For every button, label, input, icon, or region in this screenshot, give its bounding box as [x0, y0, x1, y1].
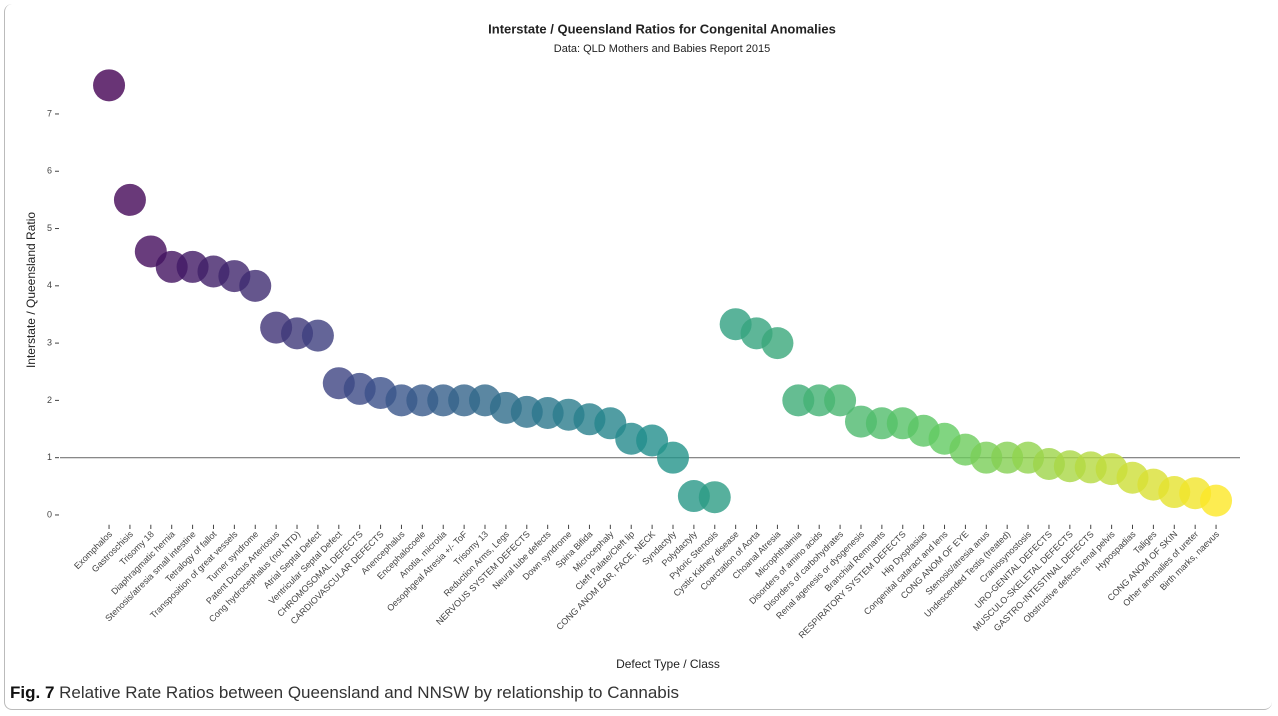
- caption-text: Relative Rate Ratios between Queensland …: [59, 683, 680, 702]
- y-tick-label: 1: [47, 452, 52, 462]
- point: [301, 319, 334, 352]
- point: [656, 441, 689, 474]
- chart-subtitle: Data: QLD Mothers and Babies Report 2015: [554, 43, 770, 55]
- y-tick-label: 7: [47, 108, 52, 118]
- y-axis-title: Interstate / Queensland Ratio: [24, 212, 38, 368]
- caption: Fig. 7 Relative Rate Ratios between Quee…: [10, 683, 679, 703]
- chart-title: Interstate / Queensland Ratios for Conge…: [488, 21, 836, 36]
- point: [1200, 484, 1233, 517]
- y-tick-label: 3: [47, 337, 52, 347]
- point: [93, 69, 126, 102]
- y-tick-label: 4: [47, 280, 52, 290]
- point: [239, 269, 272, 302]
- y-tick-label: 2: [47, 395, 52, 405]
- point: [698, 481, 731, 514]
- y-tick-label: 0: [47, 509, 52, 519]
- point: [113, 183, 146, 216]
- point: [824, 384, 857, 417]
- y-tick-label: 5: [47, 223, 52, 233]
- point: [761, 327, 794, 360]
- y-tick-label: 6: [47, 166, 52, 176]
- caption-label: Fig. 7: [10, 683, 55, 702]
- x-axis-title: Defect Type / Class: [616, 657, 720, 671]
- chart: Interstate / Queensland Ratios for Conge…: [24, 21, 1240, 671]
- frame: [4, 4, 1272, 710]
